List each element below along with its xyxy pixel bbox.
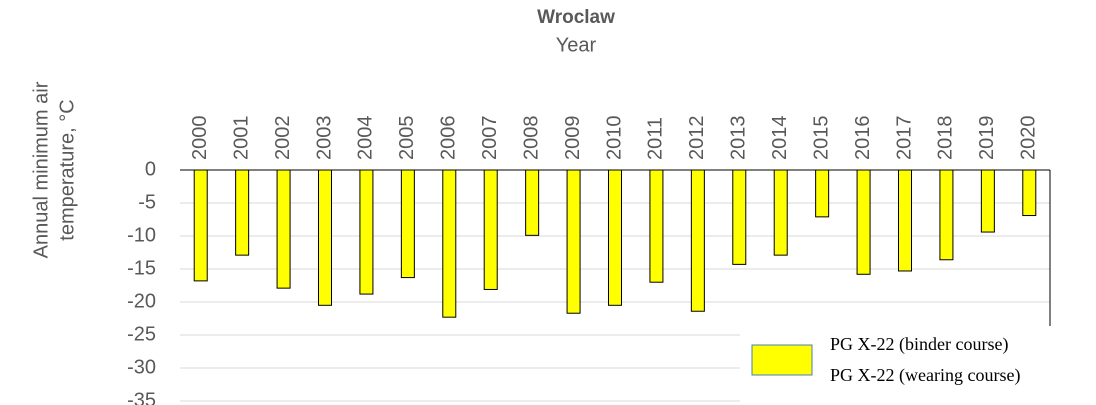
x-tick-label: 2018 <box>935 116 957 161</box>
x-tick-label: 2011 <box>645 117 667 160</box>
x-tick-label: 2009 <box>562 116 584 161</box>
bar <box>235 169 250 256</box>
y-tick-label: -20 <box>127 290 156 312</box>
x-tick-label: 2016 <box>852 116 874 161</box>
y-tick-label: -30 <box>127 356 156 378</box>
legend-label: PG X-22 (binder course) <box>830 334 1008 355</box>
bar <box>898 169 912 272</box>
x-tick-label: 2003 <box>313 116 335 161</box>
bar <box>442 169 457 318</box>
x-tick-label: 2010 <box>603 116 625 161</box>
bar <box>608 169 622 306</box>
bar <box>1022 169 1037 217</box>
y-tick-label: -15 <box>127 257 156 279</box>
y-tick-label: -25 <box>127 323 156 345</box>
y-axis-label: temperature, °C <box>56 99 78 240</box>
bar <box>400 169 415 279</box>
bar <box>649 169 664 283</box>
bar <box>980 169 995 233</box>
bar <box>276 169 291 289</box>
x-tick-label: 2002 <box>272 116 294 161</box>
bar <box>525 169 540 236</box>
x-tick-label: 2004 <box>355 116 377 161</box>
bar <box>856 169 871 275</box>
x-tick-label: 2020 <box>1018 116 1040 161</box>
x-axis-label: Year <box>556 34 597 56</box>
chart-title: Wroclaw <box>537 7 615 28</box>
y-tick-label: -10 <box>127 224 156 246</box>
x-tick-label: 2014 <box>769 116 791 161</box>
y-axis-label: Annual minimum air <box>30 81 52 258</box>
x-tick-label: 2015 <box>810 116 832 161</box>
bar <box>318 169 332 306</box>
x-tick-label: 2019 <box>976 116 998 161</box>
bar <box>773 169 788 256</box>
y-tick-label: -35 <box>127 389 156 405</box>
x-tick-label: 2012 <box>686 116 708 161</box>
bar <box>359 169 374 295</box>
bar <box>732 169 747 265</box>
x-tick-label: 2017 <box>893 116 915 161</box>
bar <box>483 169 498 290</box>
bar <box>193 169 208 282</box>
bar <box>690 169 705 312</box>
legend-swatch <box>751 344 813 376</box>
legend-label: PG X-22 (wearing course) <box>830 365 1020 386</box>
x-tick-label: 2006 <box>438 116 460 161</box>
x-tick-label: 2001 <box>230 116 252 161</box>
bar <box>566 169 581 314</box>
x-tick-label: 2013 <box>728 116 750 161</box>
bar <box>815 169 830 218</box>
y-tick-label: -5 <box>138 191 156 213</box>
x-tick-label: 2008 <box>520 116 542 161</box>
x-tick-label: 2000 <box>189 116 211 161</box>
x-tick-label: 2007 <box>479 116 501 161</box>
bar <box>939 169 954 261</box>
x-tick-label: 2005 <box>396 116 418 161</box>
y-tick-label: 0 <box>145 158 156 180</box>
